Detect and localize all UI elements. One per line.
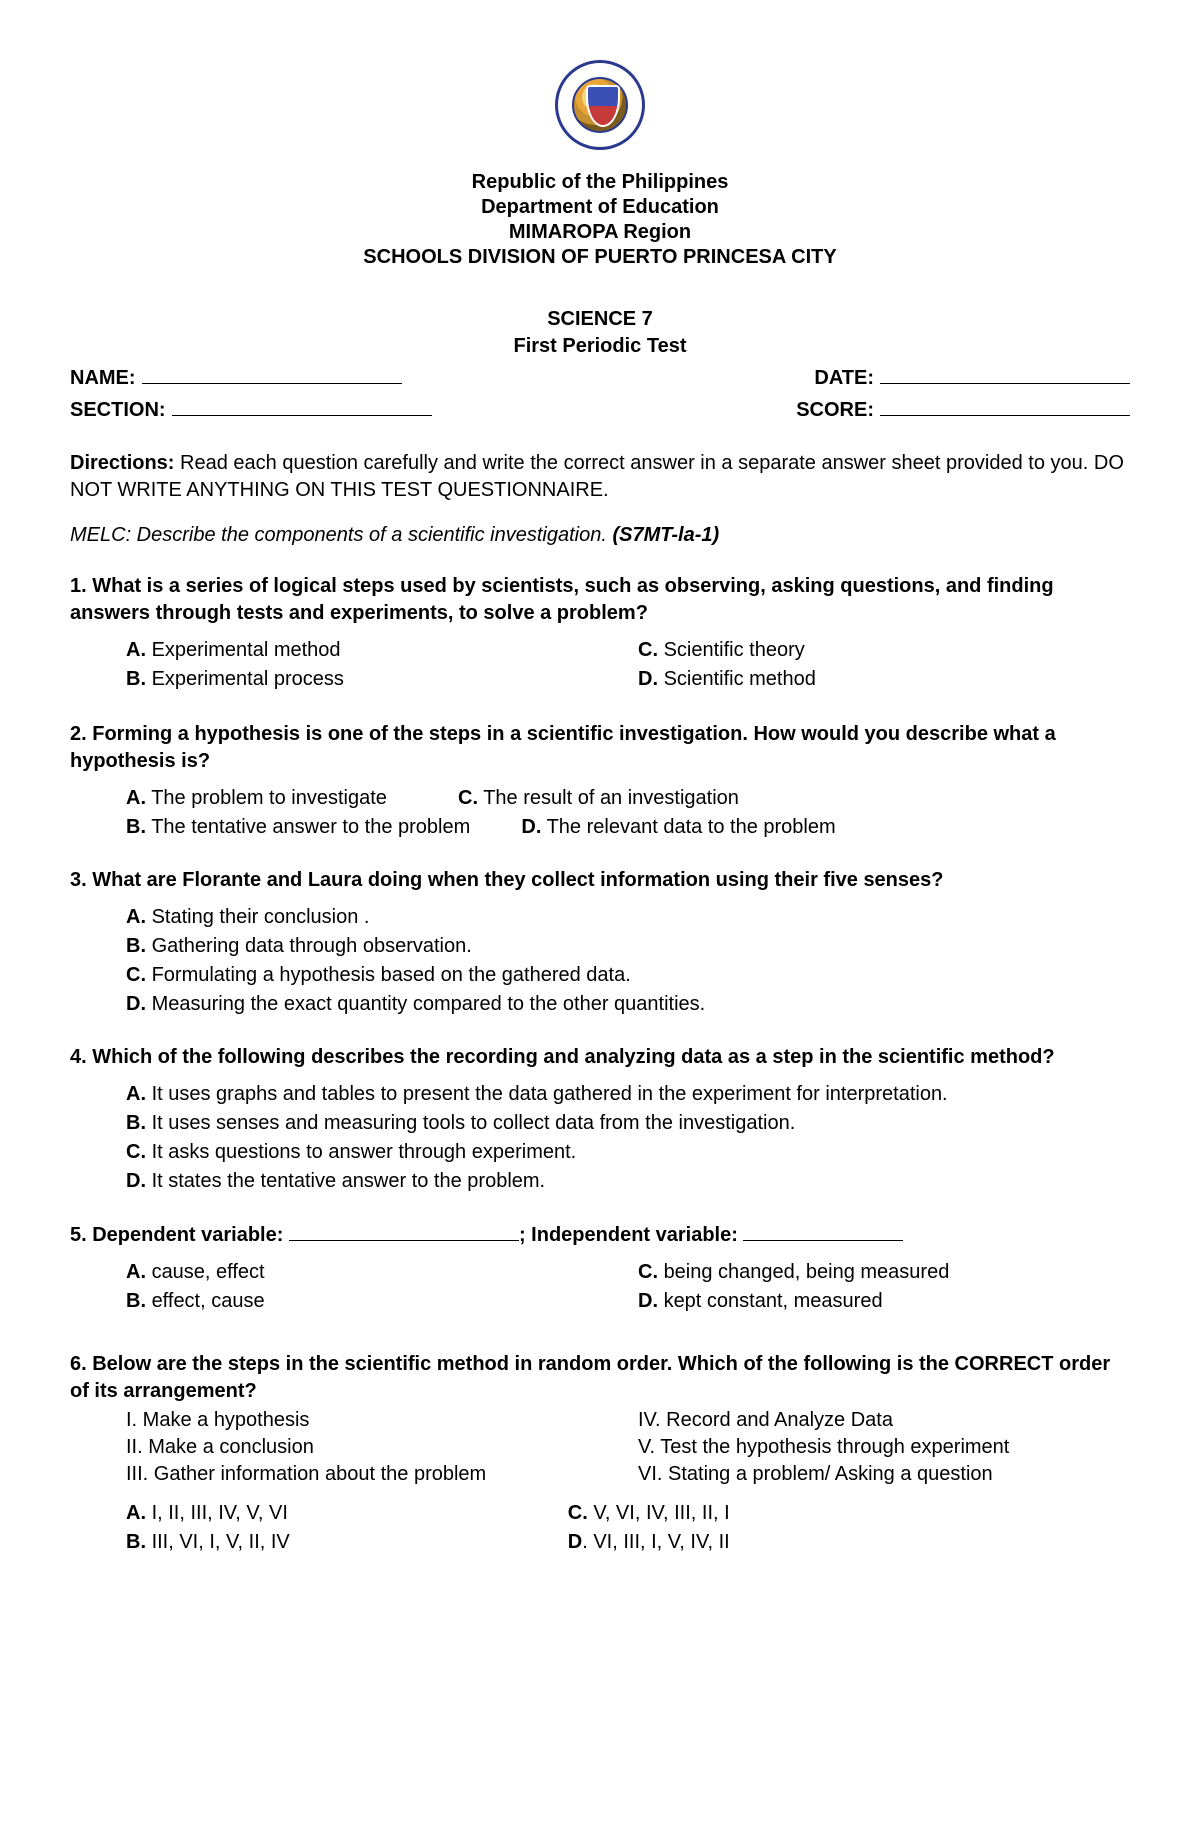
step-item: IV. Record and Analyze Data — [638, 1407, 1130, 1434]
subject-title: SCIENCE 7 — [70, 306, 1130, 333]
q5-prefix: 5. Dependent variable: — [70, 1224, 289, 1246]
option-text: III, VI, I, V, II, IV — [152, 1531, 290, 1553]
option-letter: B. — [126, 1290, 146, 1312]
step-item: VI. Stating a problem/ Asking a question — [638, 1461, 1130, 1488]
deped-seal-icon — [555, 60, 645, 150]
info-row-1: NAME: DATE: — [70, 362, 1130, 392]
option-text: effect, cause — [152, 1290, 265, 1312]
letterhead-line: MIMAROPA Region — [70, 220, 1130, 245]
directions-text: Read each question carefully and write t… — [70, 452, 1124, 501]
letterhead-line: SCHOOLS DIVISION OF PUERTO PRINCESA CITY — [70, 245, 1130, 270]
option-text: It states the tentative answer to the pr… — [152, 1170, 546, 1192]
option-text: V, VI, IV, III, II, I — [593, 1502, 729, 1524]
directions-label: Directions: — [70, 452, 174, 474]
section-blank — [172, 394, 432, 416]
option-letter: B. — [126, 1531, 146, 1553]
option-letter: D. — [126, 1170, 146, 1192]
step-item: II. Make a conclusion — [126, 1434, 618, 1461]
option-letter: A. — [126, 639, 146, 661]
option-text: The relevant data to the problem — [547, 816, 836, 838]
option-letter: C. — [458, 787, 478, 809]
question-5-options: A. cause, effect B. effect, cause C. bei… — [126, 1259, 1130, 1317]
letterhead-line: Republic of the Philippines — [70, 170, 1130, 195]
info-row-2: SECTION: SCORE: — [70, 394, 1130, 424]
question-3-options: A. Stating their conclusion . B. Gatheri… — [126, 904, 1130, 1018]
option-text: being changed, being measured — [664, 1261, 950, 1283]
question-2: 2. Forming a hypothesis is one of the st… — [70, 721, 1130, 775]
option-letter: D. — [126, 993, 146, 1015]
melc-code: (S7MT-la-1) — [612, 524, 719, 546]
directions: Directions: Read each question carefully… — [70, 450, 1130, 504]
option-text: . VI, III, I, V, IV, II — [582, 1531, 729, 1553]
step-item: V. Test the hypothesis through experimen… — [638, 1434, 1130, 1461]
option-letter: D. — [638, 1290, 658, 1312]
question-2-options: A. The problem to investigate C. The res… — [126, 785, 1130, 841]
letterhead: Republic of the Philippines Department o… — [70, 170, 1130, 270]
option-letter: C. — [126, 964, 146, 986]
option-letter: D — [568, 1531, 582, 1553]
option-letter: D. — [521, 816, 541, 838]
melc-text: MELC: Describe the components of a scien… — [70, 524, 612, 546]
test-title: SCIENCE 7 First Periodic Test — [70, 306, 1130, 360]
q5-blank-2 — [743, 1221, 903, 1241]
date-label: DATE: — [814, 365, 874, 392]
question-1-options: A. Experimental method B. Experimental p… — [126, 637, 1130, 695]
option-text: I, II, III, IV, V, VI — [152, 1502, 288, 1524]
letterhead-line: Department of Education — [70, 195, 1130, 220]
option-letter: C. — [568, 1502, 588, 1524]
melc-line: MELC: Describe the components of a scien… — [70, 522, 1130, 549]
step-item: III. Gather information about the proble… — [126, 1461, 618, 1488]
option-text: kept constant, measured — [664, 1290, 883, 1312]
option-letter: C. — [638, 1261, 658, 1283]
option-text: The problem to investigate — [151, 787, 387, 809]
option-letter: B. — [126, 816, 146, 838]
option-text: Experimental process — [152, 668, 344, 690]
question-4: 4. Which of the following describes the … — [70, 1044, 1130, 1071]
date-blank — [880, 362, 1130, 384]
question-4-options: A. It uses graphs and tables to present … — [126, 1081, 1130, 1195]
option-text: Measuring the exact quantity compared to… — [152, 993, 706, 1015]
score-label: SCORE: — [796, 397, 874, 424]
option-letter: C. — [126, 1141, 146, 1163]
q5-mid: ; Independent variable: — [519, 1224, 743, 1246]
name-label: NAME: — [70, 365, 136, 392]
option-letter: A. — [126, 1502, 146, 1524]
option-text: It uses senses and measuring tools to co… — [152, 1112, 796, 1134]
option-text: Stating their conclusion . — [152, 906, 370, 928]
option-letter: A. — [126, 787, 146, 809]
option-letter: A. — [126, 906, 146, 928]
question-1: 1. What is a series of logical steps use… — [70, 573, 1130, 627]
option-letter: B. — [126, 668, 146, 690]
step-item: I. Make a hypothesis — [126, 1407, 618, 1434]
option-text: The result of an investigation — [483, 787, 739, 809]
question-6-steps: I. Make a hypothesis II. Make a conclusi… — [126, 1407, 1130, 1488]
question-5: 5. Dependent variable: ; Independent var… — [70, 1221, 1130, 1249]
score-blank — [880, 394, 1130, 416]
option-letter: D. — [638, 668, 658, 690]
option-text: Experimental method — [152, 639, 341, 661]
option-text: Scientific method — [664, 668, 816, 690]
option-text: Formulating a hypothesis based on the ga… — [152, 964, 631, 986]
option-letter: B. — [126, 1112, 146, 1134]
question-6-options: A. I, II, III, IV, V, VI B. III, VI, I, … — [126, 1500, 1130, 1558]
option-text: It asks questions to answer through expe… — [152, 1141, 577, 1163]
question-6: 6. Below are the steps in the scientific… — [70, 1351, 1130, 1405]
logo-container — [70, 60, 1130, 158]
option-text: Scientific theory — [664, 639, 805, 661]
option-text: The tentative answer to the problem — [151, 816, 470, 838]
option-text: Gathering data through observation. — [152, 935, 472, 957]
q5-blank-1 — [289, 1221, 519, 1241]
name-blank — [142, 362, 402, 384]
option-letter: A. — [126, 1261, 146, 1283]
option-letter: B. — [126, 935, 146, 957]
option-text: cause, effect — [152, 1261, 265, 1283]
option-letter: A. — [126, 1083, 146, 1105]
option-letter: C. — [638, 639, 658, 661]
question-3: 3. What are Florante and Laura doing whe… — [70, 867, 1130, 894]
test-name: First Periodic Test — [70, 333, 1130, 360]
section-label: SECTION: — [70, 397, 166, 424]
option-text: It uses graphs and tables to present the… — [152, 1083, 948, 1105]
